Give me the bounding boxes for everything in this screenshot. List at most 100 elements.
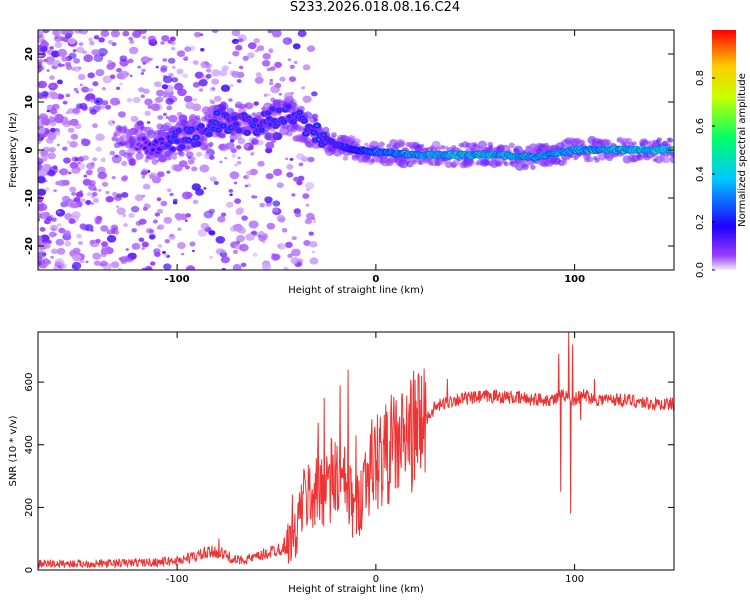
spectrogram-noise-blob — [105, 190, 110, 195]
spectrogram-noise-blob — [138, 218, 147, 225]
spectrogram-noise-blob — [247, 52, 255, 59]
spectrogram-noise-blob — [63, 230, 71, 237]
spectrogram-noise-blob — [185, 165, 190, 170]
spectrogram-noise-blob — [130, 205, 140, 213]
spectrogram-noise-blob — [57, 94, 65, 100]
spectrogram-halo-blob — [113, 130, 121, 137]
spectrogram-noise-blob — [49, 146, 56, 153]
spectrogram-ridge-cell — [221, 124, 225, 128]
spectrogram-noise-blob — [70, 133, 79, 140]
spectrogram-noise-blob — [308, 231, 314, 236]
spectrogram-noise-blob — [265, 201, 272, 207]
spectrogram-ridge-cell — [169, 139, 173, 143]
spectrogram-noise-blob — [44, 221, 48, 224]
spectrogram-noise-blob — [43, 58, 48, 63]
spectrogram-noise-blob — [138, 237, 145, 243]
spectrogram-noise-blob — [141, 241, 149, 248]
spectrogram-noise-blob — [311, 91, 318, 97]
spectrogram-noise-blob — [72, 202, 79, 209]
spectrogram-noise-blob — [248, 220, 259, 229]
spectrogram-noise-blob — [309, 257, 319, 265]
spectrogram-noise-blob — [229, 171, 240, 180]
spectrogram-noise-blob — [265, 173, 274, 180]
spectrogram-noise-blob — [153, 81, 162, 88]
spectrogram-noise-blob — [44, 187, 50, 192]
spectrogram-noise-blob — [236, 79, 242, 83]
spectrogram-noise-blob — [257, 160, 265, 167]
y-tick-label: 400 — [24, 435, 35, 454]
spectrogram-halo-blob — [508, 142, 515, 149]
spectrogram-noise-blob — [106, 235, 117, 243]
spectrogram-noise-blob — [199, 164, 210, 173]
spectrogram-noise-blob — [281, 228, 288, 233]
spectrogram-ridge-cell — [270, 107, 275, 111]
spectrogram-noise-blob — [178, 160, 188, 168]
spectrogram-noise-blob — [58, 265, 62, 269]
spectrogram-noise-blob — [90, 202, 95, 205]
spectrogram-noise-blob — [155, 96, 164, 103]
spectrogram-noise-blob — [163, 95, 167, 98]
spectrogram-noise-blob — [271, 139, 277, 144]
spectrogram-noise-blob — [94, 49, 100, 54]
spectrogram-noise-blob — [230, 148, 237, 154]
spectrogram-noise-blob — [141, 175, 145, 179]
spectrogram-noise-blob — [209, 176, 217, 182]
spectrogram-noise-blob — [116, 207, 126, 215]
spectrogram-halo-blob — [477, 140, 487, 149]
spectrogram-noise-blob — [301, 86, 305, 90]
spectrogram-noise-blob — [261, 262, 272, 270]
spectrogram-noise-blob — [75, 90, 80, 94]
spectrogram-y-label: Frequency (Hz) — [8, 112, 19, 188]
spectrogram-noise-blob — [160, 200, 168, 207]
spectrogram-halo-blob — [331, 132, 337, 138]
spectrogram-noise-blob — [142, 206, 148, 211]
spectrogram-halo-blob — [163, 152, 173, 161]
spectrogram-halo-blob — [523, 163, 528, 168]
spectrogram-noise-blob — [234, 40, 239, 45]
spectrogram-noise-blob — [221, 267, 226, 270]
spectrogram-x-label: Height of straight line (km) — [288, 285, 424, 296]
spectrogram-noise-blob — [41, 117, 51, 126]
spectrogram-noise-blob — [213, 95, 222, 102]
spectrogram-noise-blob — [85, 200, 92, 205]
spectrogram-halo-blob — [126, 129, 133, 136]
spectrogram-noise-blob — [73, 197, 81, 203]
spectrogram-noise-blob — [75, 191, 84, 198]
spectrogram-halo-blob — [503, 161, 509, 167]
spectrogram-noise-blob — [253, 38, 260, 44]
spectrogram-noise-blob — [229, 83, 234, 88]
spectrogram-ridge-cell — [207, 132, 211, 136]
spectrogram-noise-blob — [312, 217, 316, 221]
spectrogram-noise-blob — [163, 216, 173, 224]
spectrogram-halo-blob — [185, 151, 194, 159]
spectrogram-halo-blob — [144, 158, 149, 163]
spectrogram-noise-blob — [312, 250, 315, 254]
spectrogram-halo-blob — [146, 129, 157, 139]
x-tick-label: -100 — [165, 274, 190, 285]
spectrogram-noise-blob — [270, 66, 276, 71]
spectrogram-noise-blob — [244, 184, 248, 188]
spectrogram-noise-blob — [40, 134, 46, 138]
spectrogram-noise-blob — [106, 63, 115, 70]
spectrogram-ridge-cell — [259, 128, 264, 132]
spectrogram-noise-blob — [172, 198, 178, 203]
spectrogram-noise-blob — [184, 95, 193, 103]
spectrogram-noise-blob — [276, 182, 284, 189]
spectrogram-halo-blob — [283, 92, 293, 101]
spectrogram-noise-blob — [209, 86, 216, 92]
y-tick-label: 10 — [24, 95, 35, 109]
spectrogram-noise-blob — [40, 46, 48, 53]
spectrogram-noise-blob — [185, 213, 191, 218]
spectrogram-noise-blob — [174, 152, 178, 156]
spectrogram-noise-blob — [45, 259, 52, 265]
spectrogram-ridge-cell — [251, 124, 256, 128]
spectrogram-halo-blob — [579, 139, 586, 145]
spectrogram-noise-blob — [71, 211, 81, 219]
spectrogram-noise-blob — [105, 104, 112, 110]
snr-x-label: Height of straight line (km) — [288, 584, 424, 595]
spectrogram-noise-blob — [305, 182, 315, 190]
spectrogram-noise-blob — [141, 170, 148, 175]
spectrogram-noise-blob — [129, 74, 133, 78]
spectrogram-noise-blob — [236, 207, 245, 214]
